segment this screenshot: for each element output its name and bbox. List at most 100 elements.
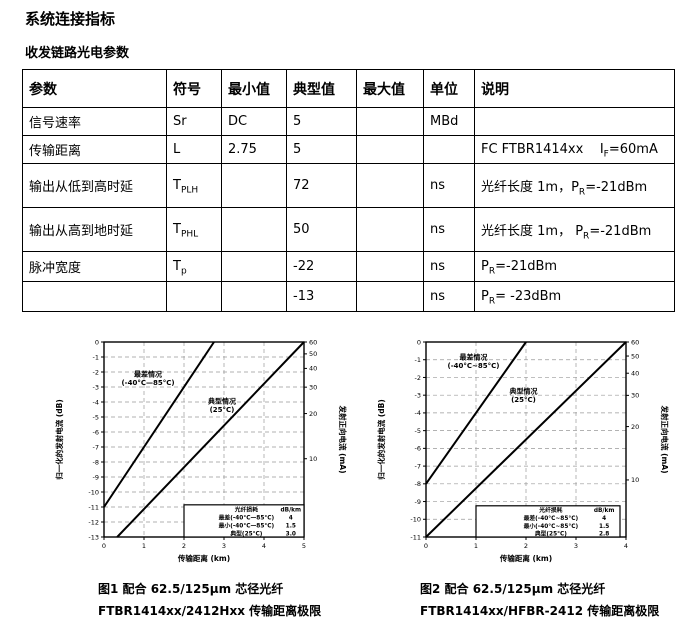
svg-text:-12: -12: [88, 518, 99, 526]
svg-text:-1: -1: [93, 353, 99, 361]
svg-text:-11: -11: [88, 503, 99, 511]
cell-symbol: Tp: [166, 251, 222, 282]
svg-text:-9: -9: [415, 498, 421, 506]
svg-text:0: 0: [424, 542, 428, 550]
cell-param: 传输距离: [22, 135, 167, 164]
cell-min: DC: [221, 107, 287, 136]
svg-text:最差(-40°C—85°C): 最差(-40°C—85°C): [219, 513, 275, 521]
svg-text:10: 10: [631, 476, 639, 484]
svg-text:-13: -13: [88, 533, 99, 541]
svg-text:-7: -7: [93, 443, 99, 451]
svg-text:40: 40: [631, 370, 639, 378]
svg-text:-10: -10: [88, 488, 99, 496]
svg-text:-8: -8: [93, 458, 99, 466]
cell-min: 2.75: [221, 135, 287, 164]
svg-text:-7: -7: [415, 462, 421, 470]
cell-unit: ns: [423, 163, 475, 208]
svg-text:4: 4: [289, 515, 293, 521]
svg-text:光纤损耗: 光纤损耗: [234, 505, 258, 513]
svg-text:50: 50: [309, 350, 317, 358]
svg-text:2: 2: [524, 542, 528, 550]
figure1-chart: 0-1-2-3-4-5-6-7-8-9-10-11-12-130 1 2 3 4 5605…: [54, 338, 348, 563]
header-param: 参数: [22, 69, 167, 108]
svg-text:-5: -5: [93, 413, 99, 421]
svg-text:最差情况: 最差情况: [134, 370, 162, 379]
table-row: 传输距离 L 2.75 5 FC FTBR1414xx IF=60mA: [22, 135, 675, 164]
cell-desc: PR=-21dBm: [474, 251, 675, 282]
svg-text:3.0: 3.0: [286, 532, 296, 538]
figure2-caption: 图2 配合 62.5/125µm 芯径光纤 FTBR1414xx/HFBR-24…: [420, 578, 696, 622]
svg-text:30: 30: [309, 383, 317, 391]
cell-desc: PR= -23dBm: [474, 281, 675, 312]
table-row: 输出从低到高时延 TPLH 72 ns 光纤长度 1m，PR=-21dBm: [22, 163, 675, 208]
svg-text:0: 0: [417, 338, 421, 346]
svg-text:(-40°C~85°C): (-40°C~85°C): [448, 362, 500, 370]
svg-text:1.5: 1.5: [286, 524, 296, 530]
cell-symbol: TPHL: [166, 207, 222, 252]
svg-text:典型(25°C): 典型(25°C): [535, 530, 567, 538]
cell-typ: -22: [286, 251, 357, 282]
cell-typ: -13: [286, 281, 357, 312]
header-desc: 说明: [474, 69, 675, 108]
svg-text:-1: -1: [415, 356, 421, 364]
section-subtitle: 收发链路光电参数: [25, 46, 130, 61]
svg-text:归一化的发射电流 (dB): 归一化的发射电流 (dB): [376, 399, 386, 480]
cell-min: [221, 251, 287, 282]
svg-text:(-40°C—85°C): (-40°C—85°C): [121, 379, 174, 387]
svg-text:60: 60: [309, 338, 317, 346]
figure1-caption: 图1 配合 62.5/125µm 芯径光纤 FTBR1414xx/2412Hxx…: [98, 578, 374, 622]
cell-max: [356, 207, 424, 252]
figure1-block: 0 -1 -2 -3 -4 -5 -6 -7 -8 -9 -10 -11 -12 -13 0 1 2 3 4 5 60 5…: [52, 336, 374, 622]
cell-param: 输出从低到高时延: [22, 163, 167, 208]
svg-text:-2: -2: [415, 374, 421, 382]
figure2-caption-line1: 图2 配合 62.5/125µm 芯径光纤: [420, 582, 606, 596]
cell-max: [356, 135, 424, 164]
svg-text:传输距离 (km): 传输距离 (km): [499, 553, 552, 563]
svg-text:1: 1: [142, 542, 146, 550]
svg-text:-9: -9: [93, 473, 99, 481]
table-row: 信号速率 Sr DC 5 MBd: [22, 107, 675, 136]
cell-max: [356, 163, 424, 208]
cell-symbol: [166, 281, 222, 312]
svg-text:传输距离 (km): 传输距离 (km): [177, 553, 230, 563]
svg-text:光纤损耗: 光纤损耗: [538, 506, 562, 514]
cell-typ: 5: [286, 135, 357, 164]
cell-max: [356, 251, 424, 282]
svg-text:4: 4: [624, 542, 628, 550]
table-row: -13 ns PR= -23dBm: [22, 281, 675, 312]
svg-text:-5: -5: [415, 427, 421, 435]
svg-text:典型情况: 典型情况: [208, 397, 236, 406]
cell-symbol: L: [166, 135, 222, 164]
svg-text:(25°C): (25°C): [210, 406, 235, 414]
parameters-table: 参数 符号 最小值 典型值 最大值 单位 说明 信号速率 Sr DC 5 MBd…: [22, 69, 675, 312]
svg-text:发射正向电流 (mA): 发射正向电流 (mA): [660, 404, 670, 473]
svg-text:50: 50: [631, 352, 639, 360]
svg-text:1: 1: [474, 542, 478, 550]
cell-desc: 光纤长度 1m，PR=-21dBm: [474, 163, 675, 208]
cell-unit: [423, 135, 475, 164]
svg-text:-3: -3: [93, 383, 99, 391]
cell-unit: ns: [423, 207, 475, 252]
svg-text:0: 0: [102, 542, 106, 550]
table-row: 脉冲宽度 Tp -22 ns PR=-21dBm: [22, 251, 675, 282]
svg-text:dB/km: dB/km: [594, 508, 615, 514]
svg-text:归一化的发射电流 (dB): 归一化的发射电流 (dB): [54, 399, 64, 480]
svg-text:(25°C): (25°C): [511, 396, 536, 404]
figure1-caption-line1: 图1 配合 62.5/125µm 芯径光纤: [98, 582, 284, 596]
figure1-caption-line2: FTBR1414xx/2412Hxx 传输距离极限: [98, 604, 322, 619]
cell-param: 信号速率: [22, 107, 167, 136]
header-typ: 典型值: [286, 69, 357, 108]
cell-max: [356, 107, 424, 136]
svg-text:典型情况: 典型情况: [510, 386, 538, 395]
cell-min: [221, 207, 287, 252]
svg-text:20: 20: [631, 423, 639, 431]
cell-param: 脉冲宽度: [22, 251, 167, 282]
svg-text:4: 4: [602, 516, 606, 522]
svg-text:4: 4: [262, 542, 266, 550]
svg-text:-6: -6: [415, 445, 421, 453]
header-min: 最小值: [221, 69, 287, 108]
cell-typ: 72: [286, 163, 357, 208]
svg-text:3: 3: [222, 542, 226, 550]
cell-desc: [474, 107, 675, 136]
svg-text:2: 2: [182, 542, 186, 550]
